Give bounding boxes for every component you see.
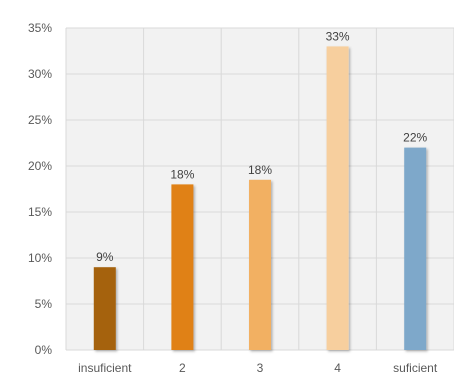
data-label: 22%	[403, 131, 427, 145]
bar-4	[327, 46, 349, 350]
y-tick-label: 30%	[28, 67, 52, 81]
y-tick-label: 5%	[35, 297, 53, 311]
x-tick-label: 3	[257, 361, 264, 375]
x-axis-ticks: insuficient 2 3 4 suficient	[78, 361, 438, 375]
x-tick-label: insuficient	[78, 361, 132, 375]
data-label: 33%	[326, 29, 350, 43]
data-label: 9%	[96, 250, 114, 264]
y-axis-ticks: 0% 5% 10% 15% 20% 25% 30% 35%	[28, 21, 52, 357]
x-tick-label: 4	[334, 361, 341, 375]
y-tick-label: 15%	[28, 205, 52, 219]
y-tick-label: 25%	[28, 113, 52, 127]
bar-2	[171, 184, 193, 350]
x-tick-label: suficient	[393, 361, 438, 375]
y-tick-label: 20%	[28, 159, 52, 173]
data-label: 18%	[248, 163, 272, 177]
y-tick-label: 0%	[35, 343, 53, 357]
bar-suficient	[404, 148, 426, 350]
bar-3	[249, 180, 271, 350]
bar-insuficient	[94, 267, 116, 350]
y-tick-label: 10%	[28, 251, 52, 265]
data-label: 18%	[170, 167, 194, 181]
y-tick-label: 35%	[28, 21, 52, 35]
x-tick-label: 2	[179, 361, 186, 375]
